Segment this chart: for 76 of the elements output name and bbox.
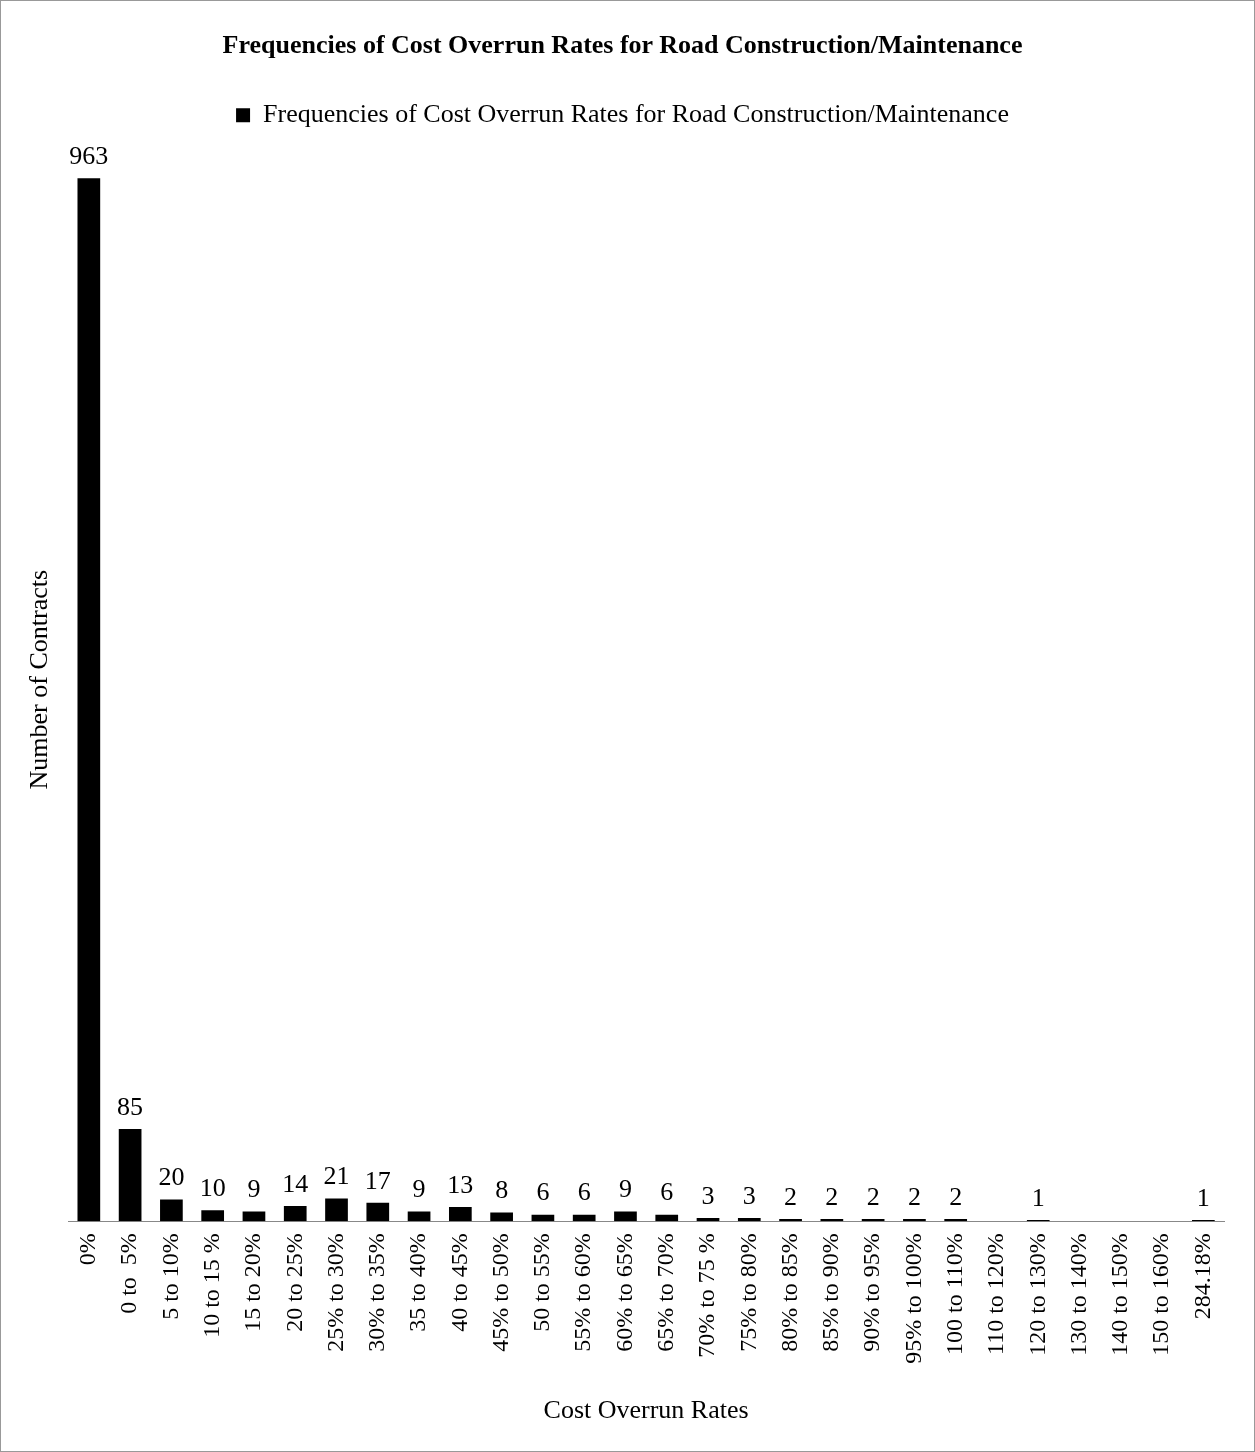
x-tick-label: 95% to 100% <box>899 1233 926 1364</box>
x-tick-label: 0% <box>74 1233 101 1266</box>
data-label: 13 <box>447 1169 474 1199</box>
bar <box>490 1212 513 1222</box>
bar <box>283 1205 307 1222</box>
bar <box>944 1218 968 1222</box>
x-tick-label: 55% to 60% <box>569 1233 596 1352</box>
chart-title: Frequencies of Cost Overrun Rates for Road Construction/Maintenance <box>222 30 1023 60</box>
x-tick-label: 10 to 15 % <box>197 1233 224 1338</box>
data-label: 10 <box>199 1173 226 1203</box>
data-label: 1 <box>1031 1182 1045 1212</box>
x-tick-label: 50 to 55% <box>528 1233 555 1332</box>
bar <box>903 1218 926 1222</box>
x-tick-label: 25% to 30% <box>321 1233 348 1352</box>
x-tick-label: 120 to 130% <box>1023 1233 1050 1356</box>
bar <box>118 1129 142 1222</box>
x-tick-label: 85% to 90% <box>817 1233 844 1352</box>
data-label: 1 <box>1196 1182 1210 1212</box>
data-label: 2 <box>949 1181 963 1211</box>
x-axis-title: Cost Overrun Rates <box>543 1395 749 1425</box>
data-label: 3 <box>701 1180 715 1210</box>
x-tick-label: 40 to 45% <box>445 1233 472 1332</box>
data-label: 9 <box>412 1174 426 1204</box>
bar <box>366 1202 390 1222</box>
y-axis-title: Number of Contracts <box>24 569 54 790</box>
data-label: 6 <box>536 1177 550 1207</box>
legend-label: Frequencies of Cost Overrun Rates for Road Construction/Maintenance <box>263 99 1009 129</box>
x-tick-label: 110 to 120% <box>982 1233 1009 1355</box>
x-tick-label: 80% to 85% <box>775 1233 802 1352</box>
data-label: 21 <box>323 1161 350 1191</box>
x-tick-label: 70% to 75 % <box>693 1233 720 1358</box>
bar <box>779 1218 802 1222</box>
bar <box>861 1218 885 1222</box>
bar <box>77 178 101 1222</box>
bar <box>449 1207 472 1222</box>
x-tick-label: 15 to 20% <box>239 1233 266 1332</box>
data-label: 17 <box>364 1165 391 1195</box>
data-label: 14 <box>282 1168 309 1198</box>
bar <box>325 1198 348 1222</box>
bar <box>614 1211 637 1222</box>
x-tick-label: 20 to 25% <box>280 1233 307 1332</box>
x-tick-label: 150 to 160% <box>1147 1233 1174 1356</box>
bar <box>201 1210 225 1222</box>
bar <box>655 1214 679 1222</box>
x-tick-label: 130 to 140% <box>1064 1233 1091 1356</box>
data-label: 6 <box>660 1177 674 1207</box>
x-tick-label: 30% to 35% <box>363 1233 390 1352</box>
data-label: 2 <box>866 1181 880 1211</box>
x-tick-label: 140 to 150% <box>1106 1233 1133 1356</box>
data-label: 963 <box>69 141 109 171</box>
x-tick-label: 90% to 95% <box>858 1233 885 1352</box>
x-tick-label: 100 to 110% <box>940 1233 967 1355</box>
data-label: 8 <box>495 1175 509 1205</box>
data-label: 85 <box>117 1091 144 1121</box>
bar <box>407 1211 431 1222</box>
bar <box>572 1214 596 1222</box>
bar <box>160 1199 183 1222</box>
data-label: 20 <box>158 1162 185 1192</box>
data-label: 9 <box>618 1174 632 1204</box>
data-label: 6 <box>577 1177 591 1207</box>
x-tick-label: 35 to 40% <box>404 1233 431 1332</box>
bar <box>820 1218 844 1222</box>
data-label: 3 <box>742 1180 756 1210</box>
x-tick-label: 5 to 10% <box>156 1233 183 1320</box>
x-tick-label: 60% to 65% <box>610 1233 637 1352</box>
bar <box>242 1211 266 1222</box>
bar <box>737 1217 761 1222</box>
x-tick-label: 45% to 50% <box>486 1233 513 1352</box>
x-tick-label: 0 to 5% <box>115 1233 142 1314</box>
data-label: 9 <box>247 1174 261 1204</box>
data-label: 2 <box>825 1181 839 1211</box>
data-label: 2 <box>784 1181 798 1211</box>
x-tick-label: 75% to 80% <box>734 1233 761 1352</box>
x-tick-label: 65% to 70% <box>652 1233 679 1352</box>
x-tick-label: 284.18% <box>1188 1233 1215 1320</box>
data-label: 2 <box>907 1181 921 1211</box>
